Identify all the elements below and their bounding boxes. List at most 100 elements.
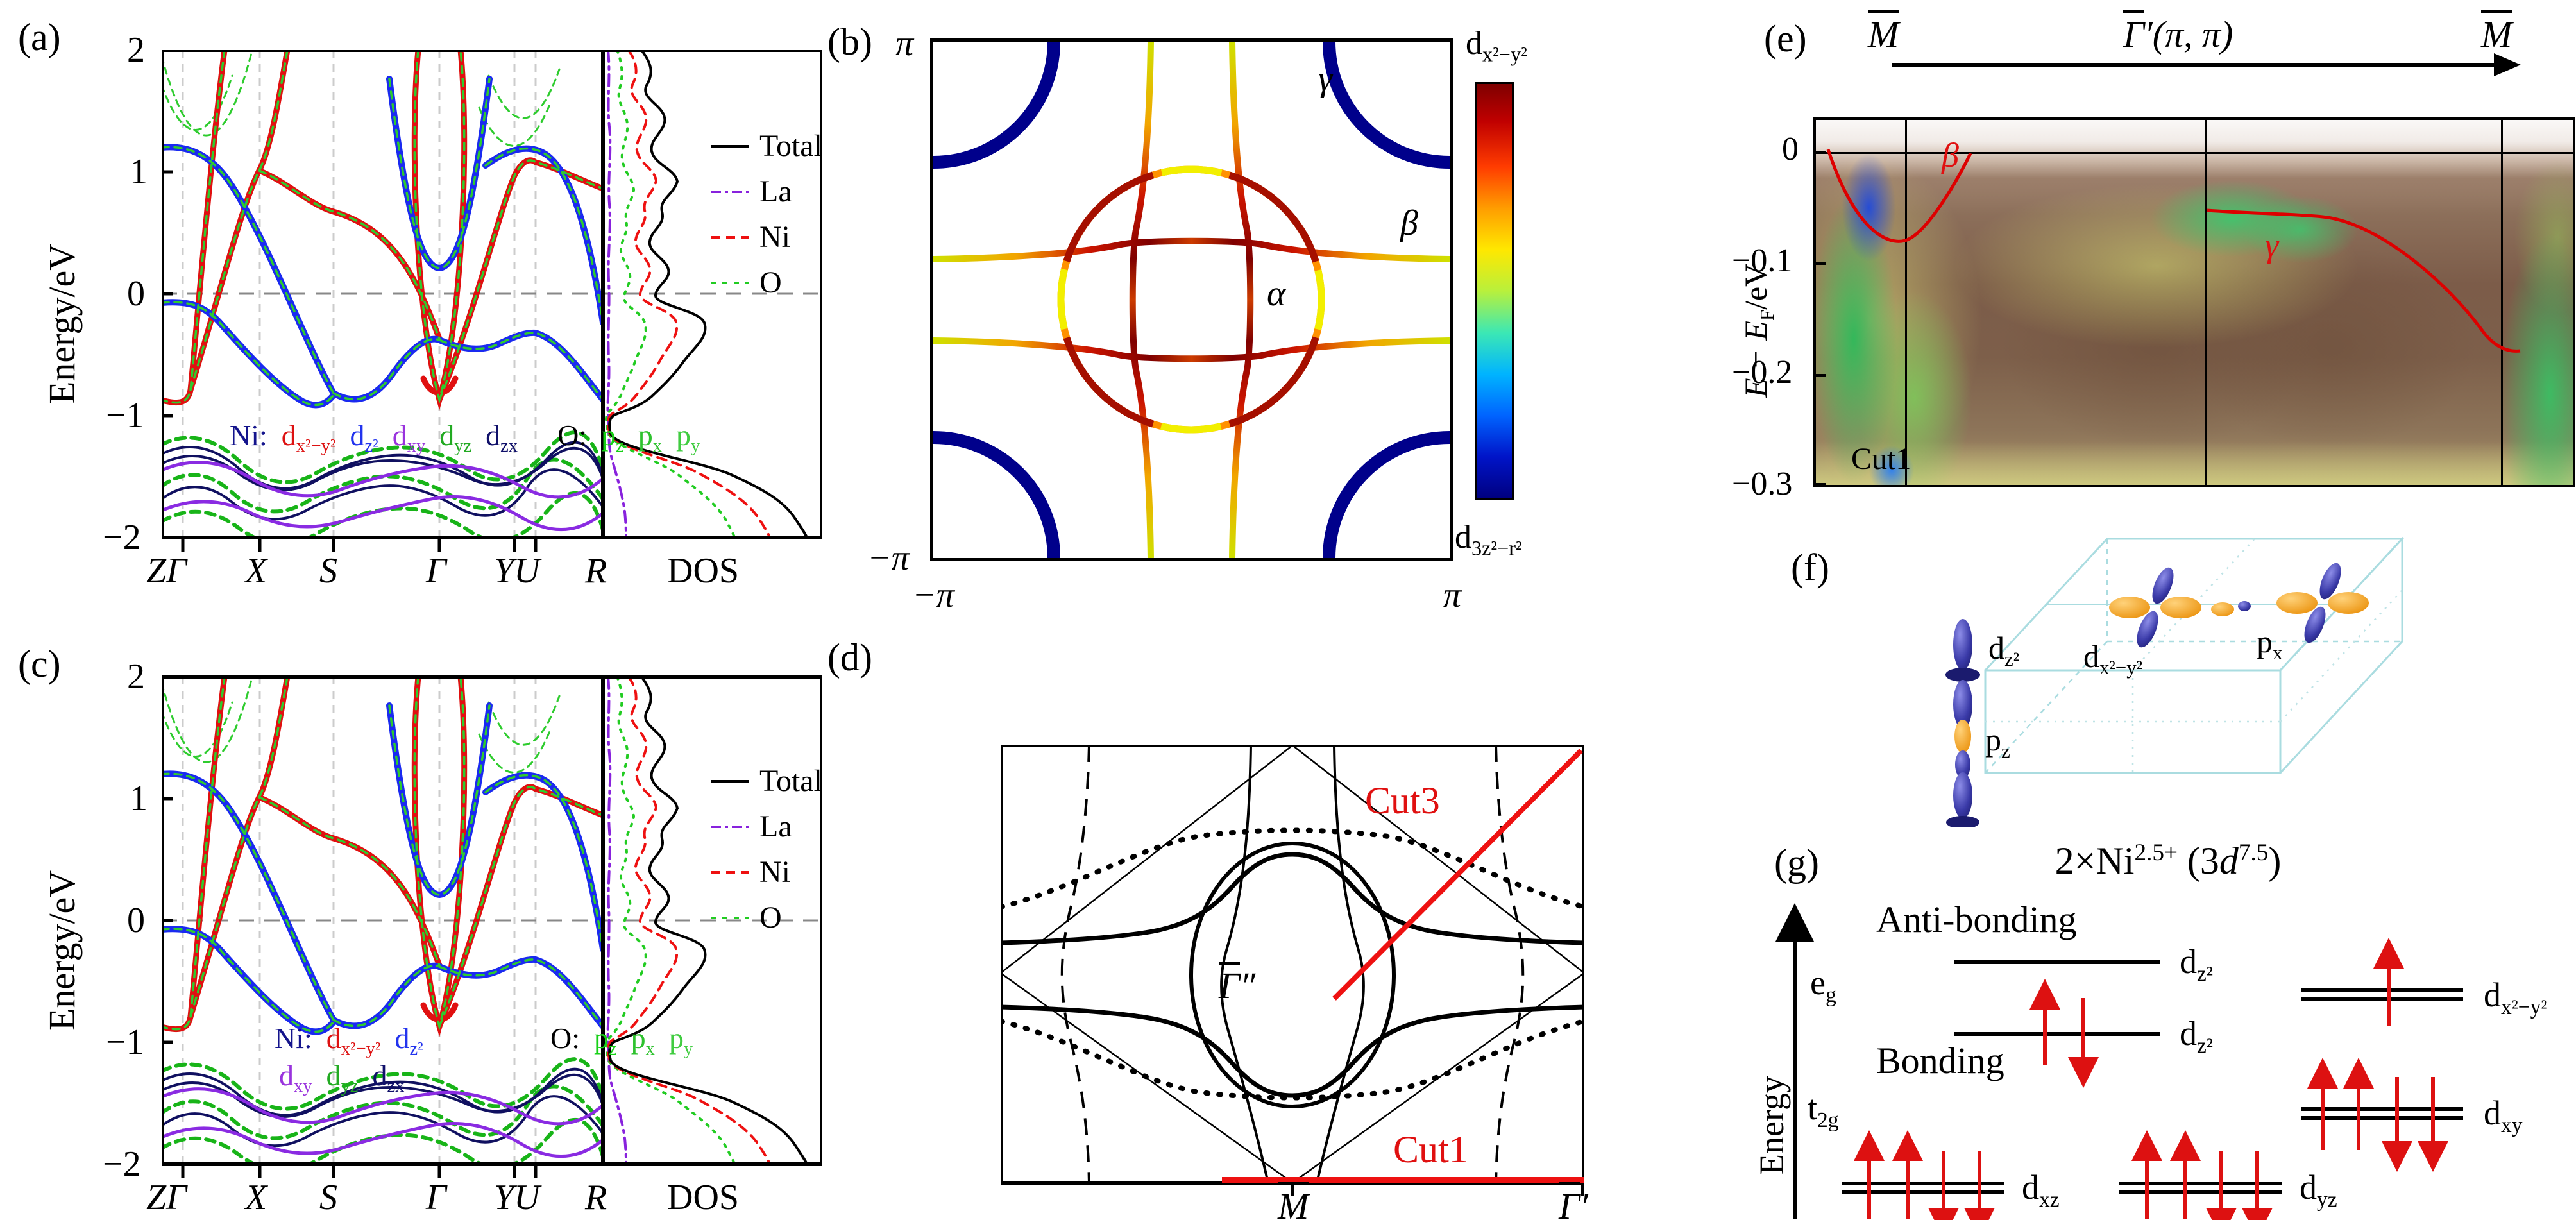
cut1-label-d: Cut1 (1393, 1128, 1468, 1171)
dx2y2-px-chain (2109, 563, 2369, 648)
central-oval (1189, 842, 1396, 1108)
arpes-intensity-map: β γ Cut1 (1813, 117, 2575, 487)
k-label-m-left: M (1868, 13, 1899, 55)
panel-g-title: 2×Ni2.5+ (3d7.5) (2055, 840, 2282, 882)
e-tick (1816, 374, 1826, 377)
panel-a-xtick: X (245, 551, 267, 591)
panel-c-ytick: −2 (103, 1144, 141, 1184)
panel-c-ylabel: Energy/eV (41, 870, 83, 1031)
dashed-folded-fs (1060, 745, 1525, 1183)
arpes-band-overlay (1826, 149, 2521, 353)
panel-a-dos-legend: Total La Ni O (711, 128, 822, 300)
panel-c-xtick: R (585, 1178, 607, 1217)
bz-diamond (1001, 745, 1584, 1184)
panel-c-ytick: 0 (127, 901, 145, 940)
beta-sheets (933, 42, 1450, 558)
panel-g-tag: (g) (1774, 842, 1819, 884)
bz-boundary-line (2205, 120, 2207, 485)
o-line-sample (711, 281, 749, 284)
panel-a-ytick: −1 (106, 396, 144, 436)
gamma-sheet-label: γ (1318, 59, 1333, 99)
t2g-label: t2g (1808, 1089, 1839, 1132)
momentum-cuts (1222, 749, 1584, 1183)
panel-c-xtick: YU (494, 1178, 540, 1217)
panel-a-xtick: Γ (426, 551, 446, 591)
gamma-band-curve (2207, 208, 2521, 353)
cut3-label: Cut3 (1365, 779, 1440, 822)
energy-levels (1842, 960, 2463, 1194)
panel-a-ytick: 1 (130, 152, 148, 192)
panel-a-ytick: 2 (127, 30, 145, 70)
e-tick (1816, 262, 1826, 265)
panel-b-ytick-bottom: −π (867, 538, 910, 578)
panel-a-ytick: 0 (127, 274, 145, 314)
beta-band-curve (1826, 149, 1972, 243)
la-line-sample (711, 190, 749, 193)
panel-c-xtick: ZΓ (146, 1178, 187, 1217)
gamma-corner-pockets (933, 42, 1450, 558)
panel-b-ytick-top: π (895, 24, 914, 64)
ni-line-sample (711, 235, 749, 239)
fermi-surface-svg (933, 42, 1450, 558)
panel-c-orbital-legend-row1: Ni: dx²−y² dz² (275, 1022, 423, 1060)
total-line-sample (711, 144, 749, 148)
bonding-label: Bonding (1876, 1040, 2004, 1081)
o-line-sample (711, 916, 749, 919)
beta-sheet-label: β (1400, 203, 1418, 243)
dx2y2-level-label: dx²−y² (2484, 976, 2548, 1019)
panel-c-xtick: Γ (426, 1178, 446, 1217)
energy-level-svg (1775, 903, 2463, 1220)
panel-b-xtick-left: −π (912, 575, 954, 615)
panel-a-xtick: S (319, 551, 337, 591)
dxy-level-label: dxy (2484, 1094, 2523, 1137)
e-tick (1816, 151, 1826, 153)
panel-c-ytick: 2 (127, 657, 145, 697)
total-line-sample (711, 779, 749, 783)
panel-f-tag: (f) (1791, 546, 1829, 589)
k-path-arrow (1892, 63, 2495, 67)
beta-band-label: β (1942, 136, 1959, 174)
panel-a-tag: (a) (18, 16, 61, 58)
panel-c-o-legend: O: pz px py (550, 1022, 693, 1060)
colorbar (1475, 82, 1514, 500)
dz2-antibonding-level-label: dz² (2180, 942, 2213, 986)
solid-arms (1220, 745, 1365, 1183)
k-label-gamma-prime: Γ′(π, π) (2123, 13, 2233, 55)
ni-line-sample (711, 870, 749, 874)
k-label-m-right: M (2481, 13, 2512, 55)
panel-a-xtick: ZΓ (146, 551, 187, 591)
fermi-line (1816, 152, 2573, 154)
alpha-sheet-label: α (1267, 274, 1286, 314)
electron-arrows (1854, 938, 2448, 1220)
colorbar-top-label: dx²−y² (1466, 25, 1527, 66)
panel-a-orbital-legend: Ni: dx²−y² dz² dxy dyz dzx O: pz px py (230, 419, 700, 457)
panel-a-xtick: YU (494, 551, 540, 591)
gamma-band-label: γ (2265, 226, 2279, 264)
cut1-label-e: Cut1 (1851, 442, 1911, 476)
panel-a-ylabel: Energy/eV (41, 243, 83, 404)
panel-b-tag: (b) (827, 21, 872, 63)
panel-b-plot: γ β α (930, 38, 1453, 561)
bz-boundary-line (2501, 120, 2503, 485)
panel-a-ytick: −2 (103, 518, 141, 557)
panel-e-tag: (e) (1764, 17, 1807, 60)
dz2-pz-chain (1945, 619, 1980, 827)
alpha-circle (1057, 165, 1325, 434)
dotted-folded-fs (1001, 827, 1584, 1101)
panel-c-dos-label: DOS (667, 1178, 740, 1217)
panel-b-xtick-right: π (1443, 575, 1462, 615)
k-path-arrowhead (2494, 53, 2521, 76)
gamma-prime-label-d: Γ′ (1559, 1185, 1588, 1220)
px-orbital-label: px (2257, 623, 2283, 664)
panel-e-ytick: −0.3 (1732, 466, 1793, 502)
antibonding-label: Anti-bonding (1876, 899, 2077, 940)
panel-d-tag: (d) (827, 636, 872, 679)
dz2-bonding-level-label: dz² (2180, 1014, 2213, 1058)
panel-c-dos-legend: Total La Ni O (711, 763, 822, 935)
la-line-sample (711, 825, 749, 828)
cut3-line (1332, 749, 1583, 1001)
gamma-doubleprime-label: Γ″ (1219, 965, 1256, 1006)
e-tick (1816, 483, 1826, 486)
dyz-level-label: dyz (2300, 1168, 2337, 1212)
